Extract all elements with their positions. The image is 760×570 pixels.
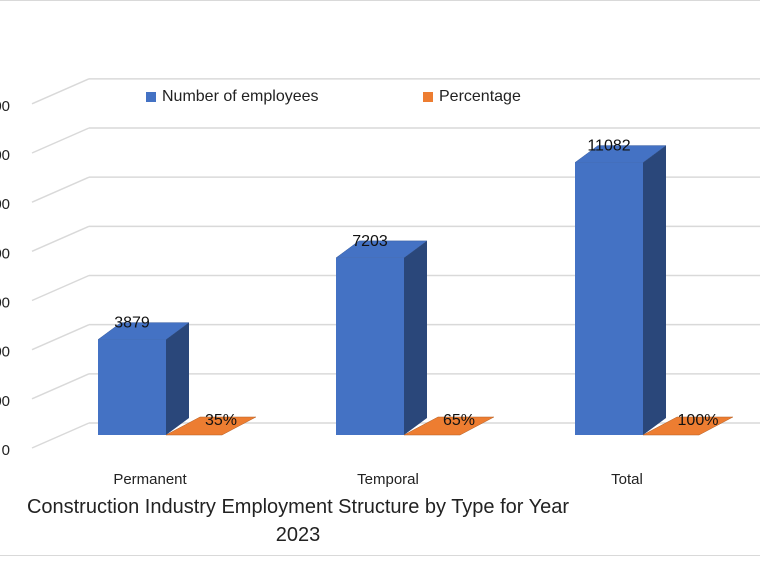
frame-bottom-border — [0, 555, 760, 556]
chart-title-line-2: 2023 — [275, 524, 321, 546]
y-tick-label: 00 — [0, 147, 10, 164]
data-label-employees: 7203 — [352, 233, 388, 250]
data-label-percentage: 100% — [678, 412, 719, 429]
bar-employees — [98, 339, 166, 435]
gridline-diagonal — [31, 373, 90, 400]
y-tick-label: 00 — [0, 196, 10, 213]
gridline-diagonal — [31, 225, 90, 253]
y-tick-label: 00 — [0, 344, 10, 361]
bar-employees — [575, 162, 643, 435]
data-label-employees: 11082 — [587, 138, 630, 155]
legend-swatch-percentage — [423, 92, 433, 102]
y-tick-label: 00 — [0, 245, 10, 262]
y-tick-label: 0 — [2, 442, 10, 459]
y-tick-label: 00 — [0, 295, 10, 312]
bar-percentage — [642, 416, 734, 436]
gridline-diagonal — [31, 274, 90, 302]
x-tick-label: Temporal — [357, 471, 419, 488]
data-label-employees: 3879 — [114, 315, 150, 332]
data-label-percentage: 65% — [443, 412, 475, 429]
frame-top-border — [0, 0, 760, 1]
bar-employees — [336, 257, 404, 435]
gridline-diagonal — [31, 176, 90, 203]
chart-title: Construction Industry Employment Structu… — [0, 493, 596, 549]
legend-item-percentage: Percentage — [423, 88, 521, 106]
data-label-percentage: 35% — [205, 412, 237, 429]
chart-title-line-1: Construction Industry Employment Structu… — [26, 496, 570, 518]
bar-percentage — [165, 416, 257, 436]
gridline-diagonal — [31, 422, 90, 449]
bar-percentage — [403, 416, 495, 436]
legend-item-employees: Number of employees — [146, 88, 319, 106]
y-tick-label: 00 — [0, 393, 10, 410]
gridline-diagonal — [31, 78, 90, 105]
y-tick-label: 00 — [0, 98, 10, 115]
legend-swatch-employees — [146, 92, 156, 102]
gridline-diagonal — [31, 127, 90, 154]
bar-side-employees — [643, 145, 666, 435]
legend-label-employees: Number of employees — [162, 88, 319, 105]
legend: Number of employees Percentage — [0, 88, 760, 110]
bar-side-employees — [404, 240, 427, 435]
gridline-diagonal — [31, 323, 90, 351]
x-tick-label: Total — [611, 471, 643, 488]
legend-label-percentage: Percentage — [439, 88, 521, 105]
bar-side-employees — [166, 322, 189, 435]
x-tick-label: Permanent — [113, 471, 187, 488]
